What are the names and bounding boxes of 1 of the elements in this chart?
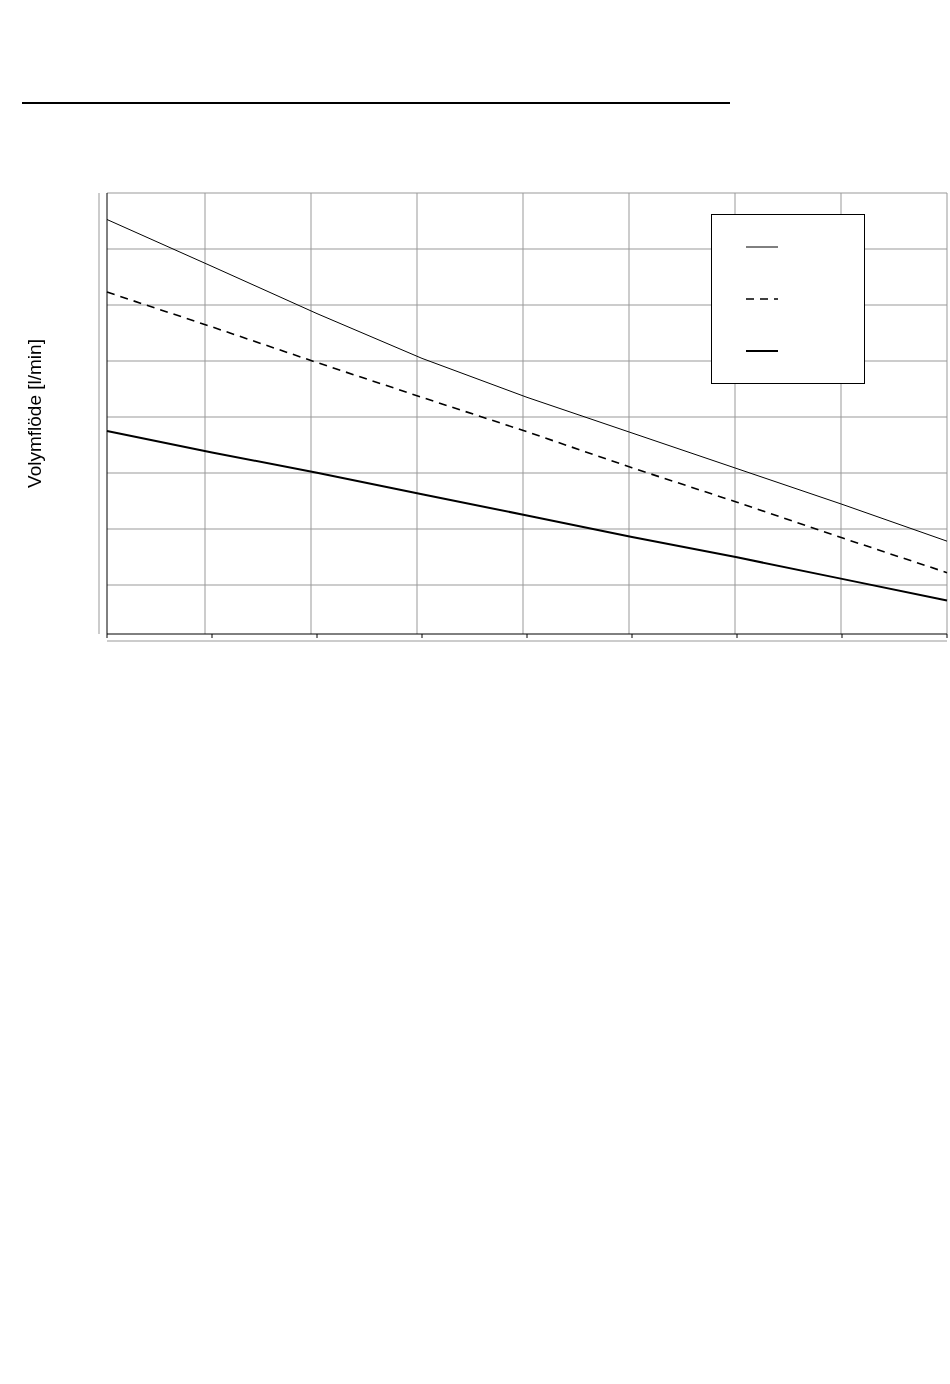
- y-axis-title: Volymflöde [l/min]: [23, 339, 45, 488]
